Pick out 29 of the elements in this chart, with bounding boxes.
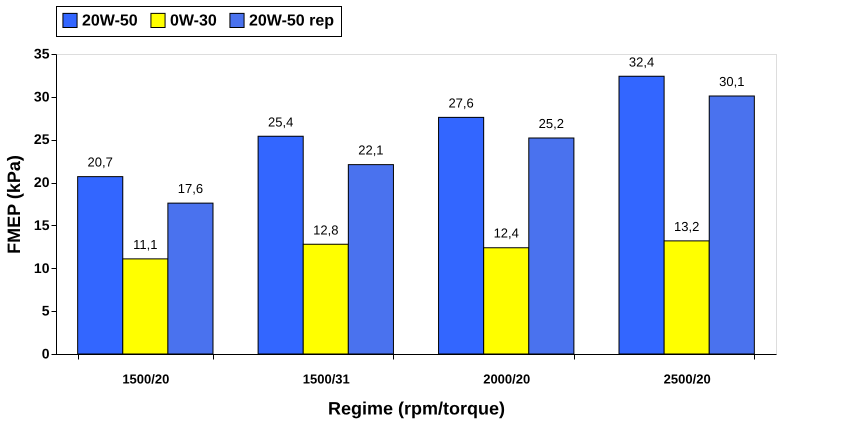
y-tick-label: 35: [34, 46, 50, 62]
x-tick-label: 1500/20: [122, 372, 170, 386]
data-label: 13,2: [674, 218, 700, 234]
y-tick-label: 15: [34, 216, 50, 233]
data-label: 30,1: [719, 74, 744, 89]
data-label: 22,1: [358, 142, 384, 158]
y-tick-label: 25: [34, 131, 50, 148]
data-label: 12,8: [313, 222, 338, 238]
data-label: 25,2: [538, 116, 564, 131]
data-label: 25,4: [268, 114, 294, 130]
y-axis-title: FMEP (kPa): [4, 155, 24, 254]
y-tick-label: 30: [34, 88, 50, 104]
data-label: 32,4: [628, 54, 654, 70]
data-label: 20,7: [88, 154, 113, 170]
data-label: 17,6: [178, 181, 204, 196]
y-tick-label: 10: [34, 260, 50, 276]
data-label: 27,6: [448, 95, 474, 110]
legend-label: 20W-50 rep: [249, 12, 334, 30]
x-axis-title: Regime (rpm/torque): [328, 398, 506, 418]
legend-label: 0W-30: [170, 12, 217, 30]
y-tick-label: 5: [42, 302, 50, 319]
data-label: 12,4: [494, 226, 519, 241]
y-tick-label: 0: [42, 346, 50, 362]
y-tick-label: 20: [34, 174, 50, 190]
x-tick-label: 2500/20: [664, 372, 711, 386]
legend-label: 20W-50: [82, 12, 138, 30]
data-label: 11,1: [133, 236, 158, 252]
x-tick-label: 1500/31: [302, 372, 350, 386]
x-tick-label: 2000/20: [483, 372, 530, 386]
